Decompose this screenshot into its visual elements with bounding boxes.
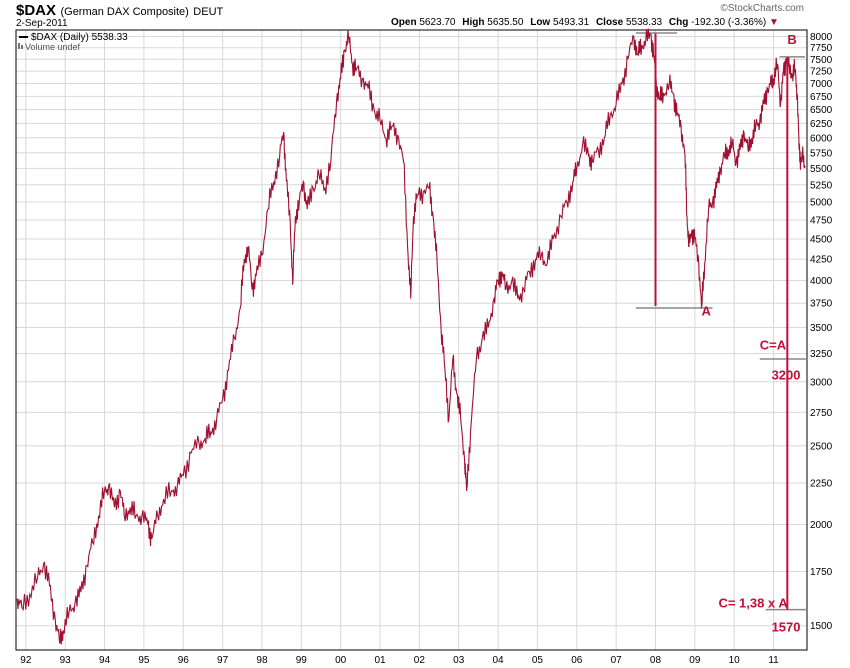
y-tick-label: 3250 bbox=[810, 349, 833, 360]
chart-date: 2-Sep-2011 bbox=[16, 18, 68, 29]
low-value: 5493.31 bbox=[553, 17, 590, 28]
y-tick-label: 7750 bbox=[810, 43, 833, 54]
ohlc-bar: Open 5623.70 High 5635.50 Low 5493.31 Cl… bbox=[391, 17, 779, 28]
x-tick-label: 03 bbox=[453, 655, 465, 666]
x-tick-label: 98 bbox=[256, 655, 268, 666]
y-tick-label: 5000 bbox=[810, 197, 833, 208]
x-tick-label: 96 bbox=[178, 655, 190, 666]
y-tick-label: 3500 bbox=[810, 323, 833, 334]
y-tick-label: 1750 bbox=[810, 567, 833, 578]
symbol: $DAX bbox=[16, 2, 57, 19]
x-tick-label: 05 bbox=[532, 655, 544, 666]
annotation-label: 1570 bbox=[772, 620, 801, 635]
watermark: ©StockCharts.com bbox=[720, 3, 804, 14]
x-tick-label: 97 bbox=[217, 655, 229, 666]
y-tick-label: 2750 bbox=[810, 408, 833, 419]
x-tick-label: 92 bbox=[20, 655, 32, 666]
high-value: 5635.50 bbox=[487, 17, 524, 28]
chg-label: Chg bbox=[668, 17, 689, 28]
annotation-label: 3200 bbox=[772, 367, 801, 382]
x-tick-label: 94 bbox=[99, 655, 111, 666]
y-tick-label: 7250 bbox=[810, 67, 833, 78]
series-line bbox=[16, 28, 806, 645]
high-label: High bbox=[462, 17, 485, 28]
volume-icon bbox=[18, 43, 20, 49]
annotation-label: C= 1,38 x A bbox=[718, 595, 788, 610]
y-tick-label: 4000 bbox=[810, 276, 833, 287]
annotation-label: A bbox=[702, 304, 712, 319]
y-tick-label: 2000 bbox=[810, 520, 833, 531]
level-lines bbox=[635, 32, 807, 611]
x-tick-label: 00 bbox=[335, 655, 347, 666]
x-tick-label: 10 bbox=[729, 655, 741, 666]
x-tick-label: 99 bbox=[296, 655, 308, 666]
y-tick-label: 5500 bbox=[810, 164, 833, 175]
grid bbox=[16, 30, 807, 650]
y-tick-label: 2250 bbox=[810, 479, 833, 490]
y-tick-label: 6000 bbox=[810, 133, 833, 144]
open-label: Open bbox=[391, 17, 417, 28]
close-label: Close bbox=[595, 17, 624, 28]
legend-volume-label: Volume undef bbox=[25, 42, 81, 52]
vertical-lines bbox=[654, 33, 789, 610]
y-tick-label: 2500 bbox=[810, 441, 833, 452]
plot-frame bbox=[15, 29, 808, 651]
x-tick-label: 95 bbox=[138, 655, 150, 666]
y-tick-label: 4750 bbox=[810, 216, 833, 227]
open-value: 5623.70 bbox=[419, 17, 456, 28]
y-tick-label: 3000 bbox=[810, 377, 833, 388]
index-name: (German DAX Composite) bbox=[60, 6, 189, 18]
x-tick-label: 06 bbox=[571, 655, 583, 666]
y-tick-label: 6250 bbox=[810, 119, 833, 130]
y-tick-label: 4250 bbox=[810, 255, 833, 266]
x-tick-label: 09 bbox=[689, 655, 701, 666]
y-tick-label: 1500 bbox=[810, 621, 833, 632]
down-arrow-icon: ▼ bbox=[768, 17, 779, 28]
title-line: $DAX (German DAX Composite) DEUT bbox=[16, 2, 223, 20]
y-tick-label: 6500 bbox=[810, 105, 833, 116]
annotation-label: B bbox=[787, 32, 796, 47]
y-tick-label: 6750 bbox=[810, 92, 833, 103]
y-axis-ticks: 1500 1750 2000 2250 2500 2750 3000 3250 3500 3750… bbox=[810, 32, 833, 632]
x-tick-label: 93 bbox=[60, 655, 72, 666]
y-tick-label: 7000 bbox=[810, 79, 833, 90]
x-tick-label: 07 bbox=[611, 655, 623, 666]
y-tick-label: 5750 bbox=[810, 148, 833, 159]
y-tick-label: 5250 bbox=[810, 180, 833, 191]
x-tick-label: 08 bbox=[650, 655, 662, 666]
y-tick-label: 7500 bbox=[810, 55, 833, 66]
annotations: A B C=A 3200 C= 1,38 x A 1570 bbox=[702, 32, 801, 635]
exchange: DEUT bbox=[193, 6, 224, 18]
x-tick-label: 04 bbox=[493, 655, 505, 666]
chg-value: -192.30 (-3.36%) bbox=[691, 17, 767, 28]
volume-icon-bar bbox=[21, 45, 23, 49]
legend-series-label: $DAX (Daily) 5538.33 bbox=[31, 32, 128, 43]
x-tick-label: 01 bbox=[374, 655, 386, 666]
y-tick-label: 3750 bbox=[810, 299, 833, 310]
x-axis-ticks: 92 93 94 95 96 97 98 99 00 01 02 03 04 05 06 07 08 09 10 11 bbox=[20, 655, 779, 666]
y-tick-label: 4500 bbox=[810, 235, 833, 246]
x-tick-label: 02 bbox=[414, 655, 426, 666]
annotation-label: C=A bbox=[760, 337, 787, 352]
x-tick-label: 11 bbox=[768, 655, 779, 666]
low-label: Low bbox=[530, 17, 551, 28]
close-value: 5538.33 bbox=[625, 17, 663, 28]
y-tick-label: 8000 bbox=[810, 32, 833, 43]
legend: $DAX (Daily) 5538.33 Volume undef bbox=[18, 32, 128, 52]
